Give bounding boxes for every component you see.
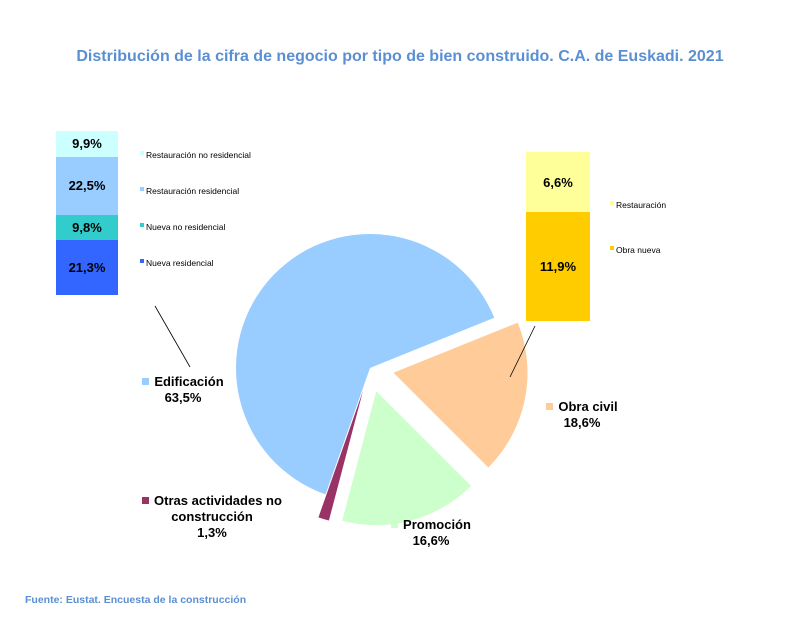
chart-title: Distribución de la cifra de negocio por … [76,48,724,65]
legend-swatch [140,223,144,227]
pie-slice-obra-civil [393,322,528,468]
legend-swatch [610,246,614,250]
pie-label-edificacion: Edificación 63,5% [133,374,233,406]
legend-swatch [140,259,144,263]
pie-label-value: 16,6% [412,533,450,548]
legend-label: Nueva no residencial [146,222,226,232]
legend-label: Restauración [616,200,667,210]
legend-label: Obra nueva [616,245,661,255]
legend-swatch [142,378,150,385]
legend-swatch [140,151,144,155]
legend-swatch [546,403,554,410]
stack-segment-restauracion: 6,6% [526,152,590,213]
pie-slice-edificacion [236,233,495,495]
pie-label-promocion: Promoción 16,6% [386,517,476,549]
pie-label-name: Edificación [154,374,224,389]
pie-label-value: 18,6% [563,415,601,430]
pie-label-otras-actividades-no-construccion: Otras actividades no construcción 1,3% [132,493,292,541]
stack-segment-restauracion-residencial: 22,5% [56,156,118,215]
pie-label-value: 63,5% [164,390,202,405]
stack-segment-nueva-residencial: 21,3% [56,239,118,295]
pie-label-value: 1,3% [197,525,227,540]
legend-label: Nueva residencial [146,258,214,268]
pie-chart [236,233,528,526]
stack-segment-obra-nueva: 11,9% [526,212,590,321]
legend-swatch [140,187,144,191]
pie-label-obra-civil: Obra civil 18,6% [532,399,632,431]
legend-swatch [142,497,150,504]
pie-label-name: Otras actividades no construcción [154,493,282,524]
legend-label: Restauración residencial [146,186,240,196]
obra-civil-leader-line [509,325,536,378]
stack-segment-nueva-no-residencial: 9,8% [56,214,118,240]
stack-segment-restauracion-no-residencial: 9,9% [56,131,118,157]
legend-label: Restauración no residencial [146,150,251,160]
edificacion-leader-line [154,305,191,368]
pie-slice-promocion [342,391,472,526]
legend-swatch [610,201,614,205]
source-note: Fuente: Eustat. Encuesta de la construcc… [25,594,247,606]
pie-slice-otras-actividades-no-construccion [318,390,363,521]
pie-label-name: Obra civil [558,399,618,414]
leader-lines [154,305,536,378]
pie-label-name: Promoción [403,517,471,532]
legend-swatch [391,521,399,528]
